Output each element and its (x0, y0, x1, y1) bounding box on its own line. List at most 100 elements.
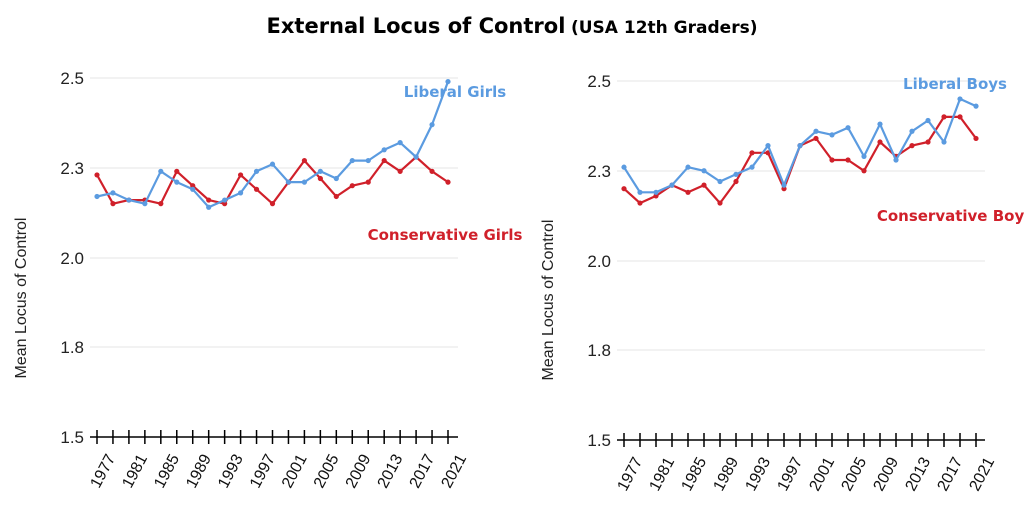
data-point (829, 132, 835, 138)
series-label-conservative-girls: Conservative Girls (368, 226, 523, 244)
data-point (397, 140, 403, 146)
data-point (925, 139, 931, 145)
data-point (973, 135, 979, 142)
y-tick-label: 1.5 (587, 431, 611, 450)
data-point (253, 168, 260, 174)
data-point (174, 168, 180, 174)
data-point (845, 157, 851, 163)
data-point (445, 179, 451, 185)
data-point (333, 175, 339, 182)
data-point (285, 179, 292, 185)
data-point (781, 182, 787, 188)
chart-title: External Locus of Control (USA 12th Grad… (0, 14, 1024, 38)
x-tick-label: 1993 (215, 452, 247, 491)
data-point (301, 179, 308, 185)
data-point (877, 121, 883, 127)
data-point (909, 143, 915, 149)
data-point (941, 114, 947, 120)
data-point (765, 143, 771, 149)
x-tick-label: 2021 (967, 455, 999, 494)
data-point (269, 201, 276, 207)
y-tick-label: 1.5 (60, 428, 84, 447)
x-tick-label: 2017 (935, 455, 967, 494)
data-point (813, 135, 819, 142)
x-tick-label: 2005 (311, 452, 343, 491)
x-tick-label: 1997 (775, 455, 807, 494)
x-tick-label: 2009 (871, 455, 903, 494)
x-tick-label: 1993 (743, 455, 775, 494)
data-point (301, 157, 308, 164)
data-point (222, 201, 228, 207)
y-tick-label: 2.0 (587, 252, 611, 271)
x-tick-label: 2005 (839, 455, 871, 494)
data-point (206, 204, 212, 210)
data-point (158, 201, 164, 207)
data-point (206, 197, 212, 203)
y-tick-label: 2.0 (60, 249, 84, 268)
x-tick-label: 2001 (279, 452, 311, 491)
data-point (621, 164, 627, 170)
data-point (174, 179, 180, 185)
y-axis-label: Mean Locus of Control (540, 220, 557, 381)
x-tick-label: 1989 (183, 452, 215, 491)
data-point (973, 103, 979, 109)
x-tick-label: 1977 (615, 455, 647, 494)
data-point (365, 179, 371, 185)
y-tick-label: 2.5 (587, 72, 611, 91)
data-point (237, 190, 244, 196)
data-point (365, 157, 371, 164)
data-point (413, 154, 419, 160)
data-point (637, 200, 643, 206)
x-tick-label: 2013 (903, 455, 935, 494)
series-label-liberal-girls: Liberal Girls (404, 83, 506, 101)
x-tick-label: 2009 (343, 452, 375, 491)
data-point (797, 143, 803, 149)
data-point (925, 117, 931, 124)
series-label-liberal-boys: Liberal Boys (903, 75, 1007, 93)
y-axis-label: Mean Locus of Control (13, 218, 30, 379)
data-point (381, 147, 387, 153)
data-point (190, 183, 196, 189)
data-point (94, 193, 100, 200)
x-tick-label: 1981 (119, 452, 151, 491)
data-point (781, 186, 787, 192)
x-tick-label: 1989 (711, 455, 743, 494)
data-point (685, 164, 691, 170)
data-point (701, 168, 707, 174)
data-point (701, 182, 707, 188)
data-point (317, 168, 323, 174)
data-point (717, 178, 723, 185)
x-tick-label: 1981 (647, 455, 679, 494)
y-tick-label: 2.5 (60, 69, 84, 88)
data-point (877, 139, 883, 145)
series-line-conservative-boys (623, 115, 977, 205)
data-point (110, 201, 116, 207)
data-point (333, 193, 339, 200)
data-point (381, 157, 387, 164)
data-point (317, 175, 323, 182)
data-point (685, 189, 691, 195)
data-point (733, 171, 739, 177)
data-point (349, 157, 355, 164)
series-label-conservative-boys: Conservative Boys (877, 207, 1024, 225)
data-point (941, 139, 947, 145)
x-tick-label: 2013 (375, 452, 407, 491)
data-point (126, 197, 132, 203)
y-tick-label: 1.8 (60, 338, 84, 357)
series-line-liberal-girls (96, 81, 450, 209)
y-tick-label: 2.3 (587, 162, 611, 181)
chart-title-sub: (USA 12th Graders) (570, 18, 758, 38)
x-tick-label: 2017 (407, 452, 439, 491)
x-tick-label: 1977 (88, 452, 120, 491)
x-tick-label: 1985 (679, 455, 711, 494)
data-point (749, 150, 755, 156)
data-point (237, 172, 244, 178)
data-point (445, 78, 451, 85)
data-point (861, 153, 867, 159)
data-point (429, 168, 435, 174)
data-point (190, 186, 196, 192)
data-point (158, 168, 164, 174)
data-point (861, 168, 867, 174)
